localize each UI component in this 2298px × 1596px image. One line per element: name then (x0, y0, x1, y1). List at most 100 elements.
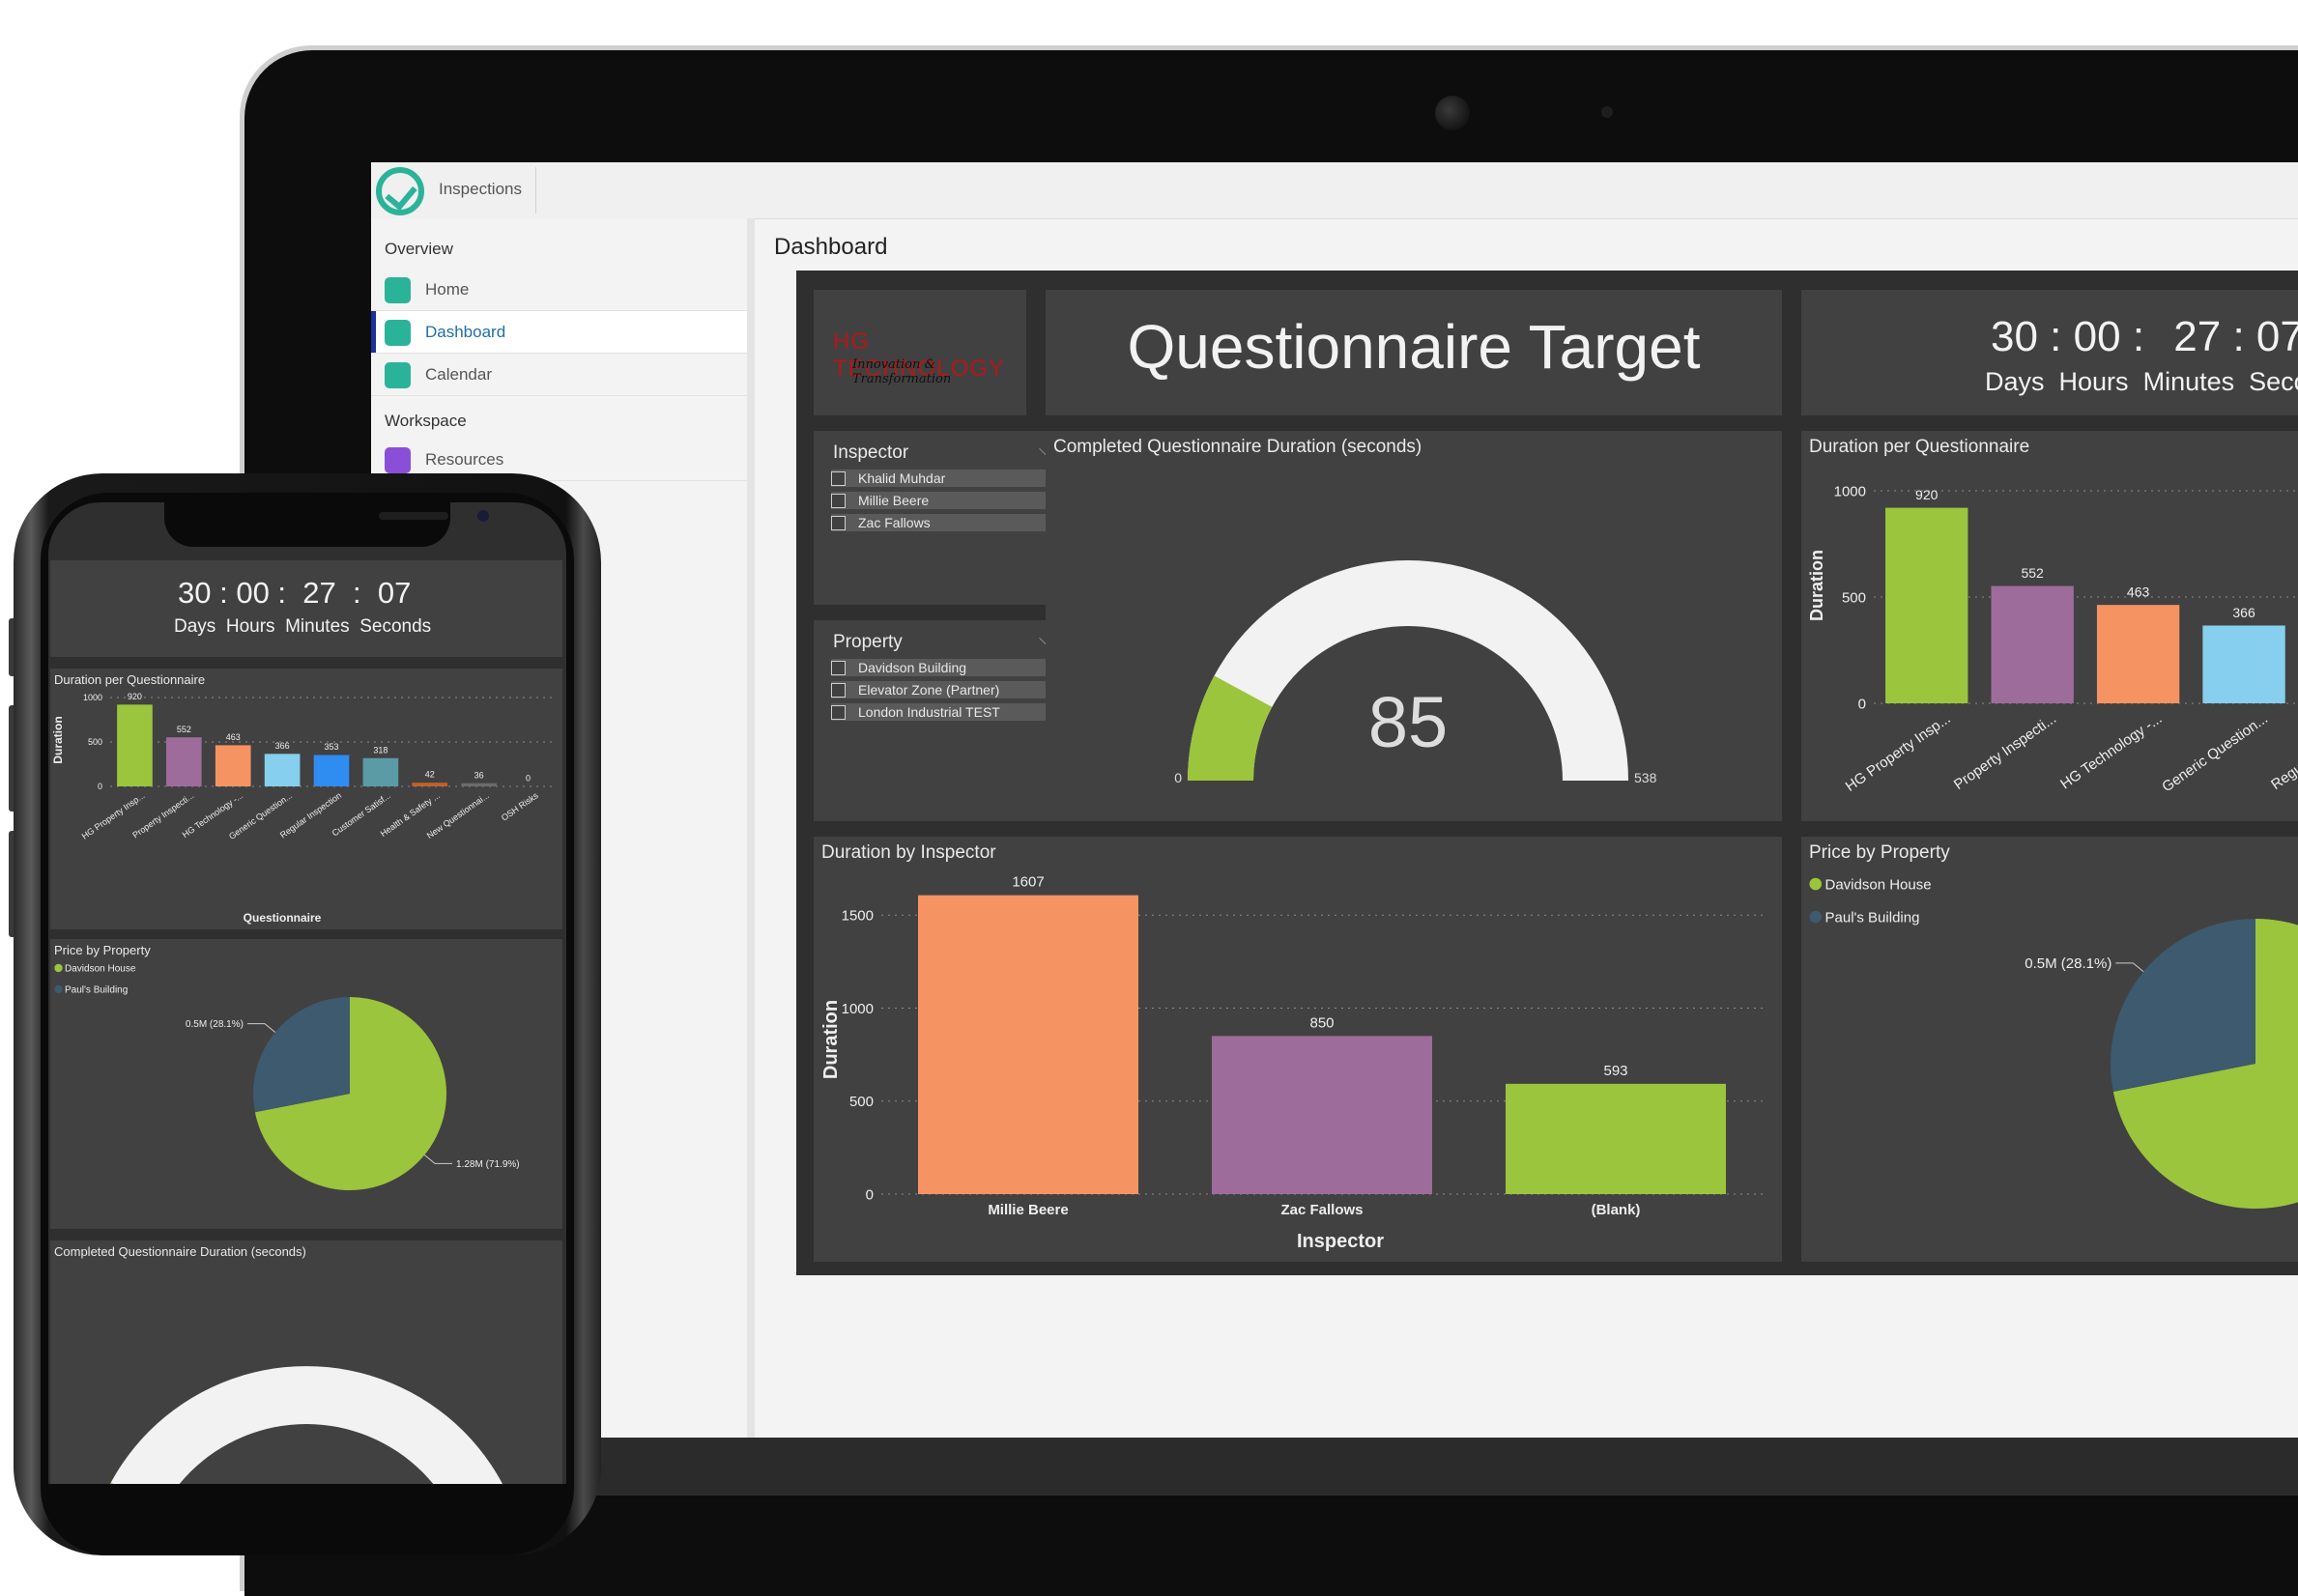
phone-volume-button (9, 705, 16, 812)
legend-marker (1809, 910, 1823, 924)
gauge-max-label: 538 (1634, 770, 1657, 785)
legend-marker (54, 984, 63, 994)
y-tick-label: 0 (866, 1186, 874, 1203)
price-by-property-title: Price by Property (1809, 842, 1950, 863)
tab-divider (535, 167, 536, 214)
bar (215, 745, 251, 786)
x-axis-title: Inspector (1297, 1231, 1384, 1252)
legend-label: Paul's Building (1825, 909, 1920, 926)
y-tick-label: 500 (1842, 589, 1866, 606)
slicer-option[interactable]: Elevator Zone (Partner) (831, 681, 1059, 698)
phone-price-by-property-card[interactable]: Price by Property 1.28M (71.9%) 0.5M (28.… (50, 939, 562, 1229)
phone-duration-per-questionnaire-card[interactable]: Duration per Questionnaire 0 500 1000 920 HG… (50, 669, 562, 929)
app-logo-icon[interactable] (376, 167, 424, 215)
company-logo-card: HG TECHNOLOGY Innovation & Transformatio… (814, 290, 1026, 415)
countdown-label-minutes: Minutes (2142, 367, 2235, 396)
sidebar-item-resources[interactable]: Resources (371, 439, 748, 481)
countdown-hours: 00 (236, 576, 270, 610)
countdown-days: 30 (1991, 313, 2038, 360)
home-icon (385, 277, 411, 303)
x-tick-label: Generic Question... (2159, 710, 2271, 795)
company-logo-tagline: Innovation & Transformation (852, 357, 952, 386)
sidebar-item-label: Dashboard (425, 323, 506, 341)
slicer-option[interactable]: Khalid Muhdar (831, 470, 1059, 487)
countdown-label-days: Days (1985, 367, 2045, 396)
gauge-track (109, 1366, 503, 1484)
bar (313, 755, 350, 786)
duration-by-inspector-card[interactable]: Duration by Inspector 0 500 1000 1500 1607 Mi… (814, 837, 1782, 1262)
y-tick-label: 500 (849, 1094, 874, 1110)
legend-marker (54, 963, 63, 973)
countdown-minutes: 27 (302, 576, 336, 610)
data-label: 1607 (1012, 874, 1044, 891)
bar (2202, 625, 2285, 703)
slicer-option[interactable]: London Industrial TEST (831, 703, 1059, 721)
data-label: 463 (226, 732, 241, 742)
leader-line (423, 1154, 453, 1164)
y-axis-title: Duration (1807, 550, 1826, 621)
bar (1991, 585, 2074, 703)
pie-slice (2111, 919, 2255, 1092)
countdown-label-minutes: Minutes (285, 616, 350, 637)
bar (1212, 1036, 1432, 1194)
y-tick-label: 1000 (1834, 483, 1866, 499)
sidebar-item-dashboard[interactable]: Dashboard (371, 311, 748, 354)
y-tick-label: 0 (98, 782, 102, 791)
sensor-icon (1601, 106, 1613, 118)
x-tick-label: (Blank) (1592, 1202, 1641, 1218)
bar (362, 757, 399, 786)
gauge-track (1188, 560, 1628, 781)
y-tick-label: 500 (88, 737, 102, 747)
gauge-title: Completed Questionnaire Duration (second… (1053, 437, 1422, 457)
legend-label: Davidson House (1825, 876, 1932, 893)
y-tick-label: 0 (1858, 696, 1866, 712)
data-label: 552 (2021, 565, 2044, 581)
data-label: 318 (373, 745, 388, 755)
y-tick-label: 1000 (83, 693, 102, 702)
phone-screen: 30 : 00 : 27 : 07 Days Hours Minutes Sec… (48, 502, 566, 1484)
data-label: 366 (275, 741, 290, 751)
x-tick-label: HG Technology -... (2057, 710, 2165, 792)
report-canvas: HG TECHNOLOGY Innovation & Transformatio… (796, 271, 2298, 1275)
phone-gauge-chart: 85 (109, 1366, 503, 1484)
x-tick-label: Zac Fallows (1280, 1202, 1363, 1218)
data-label: 463 (2127, 584, 2150, 600)
slicer-option[interactable]: Zac Fallows (831, 514, 1059, 531)
bar (166, 737, 202, 786)
data-label: 920 (1915, 487, 1939, 502)
price-by-property-card[interactable]: Price by Property 1.28M (71.9%)0.5M (28.… (1801, 837, 2298, 1262)
duration-by-inspector-title: Duration by Inspector (821, 842, 996, 863)
sidebar-section-workspace: Workspace (385, 412, 467, 430)
gauge-card[interactable]: Completed Questionnaire Duration (second… (1046, 431, 1782, 821)
y-tick-label: 1500 (842, 908, 874, 925)
pane-splitter[interactable] (747, 218, 755, 1438)
bar (264, 754, 301, 786)
countdown-label-seconds: Seconds (2249, 367, 2298, 396)
phone-notch (164, 502, 489, 547)
slicer-option[interactable]: Millie Beere (831, 492, 1059, 509)
phone-price-by-property-title: Price by Property (54, 943, 151, 957)
data-label: 0.5M (28.1%) (186, 1019, 244, 1030)
data-label: 42 (425, 770, 435, 780)
data-label: 366 (2232, 605, 2255, 620)
duration-per-questionnaire-card[interactable]: Duration per Questionnaire 0 500 1000 920 HG… (1801, 431, 2298, 821)
sidebar-item-label: Resources (425, 450, 504, 469)
x-tick-label: HG Property Insp... (1843, 710, 1954, 795)
leader-line (246, 1023, 276, 1033)
phone-duration-per-questionnaire-title: Duration per Questionnaire (54, 672, 206, 687)
phone-countdown-card: 30 : 00 : 27 : 07 Days Hours Minutes Sec… (50, 560, 562, 657)
slicer-option[interactable]: Davidson Building (831, 659, 1059, 676)
phone-gauge-card[interactable]: Completed Questionnaire Duration (second… (50, 1240, 562, 1484)
phone-countdown-labels: Days Hours Minutes Seconds (174, 616, 431, 638)
legend-label: Davidson House (65, 964, 136, 975)
sidebar-item-home[interactable]: Home (371, 269, 748, 311)
legend-marker (1809, 877, 1823, 891)
y-axis-title: Duration (51, 716, 65, 763)
app-tab-inspections[interactable]: Inspections (439, 180, 522, 198)
sidebar-item-calendar[interactable]: Calendar (371, 354, 748, 396)
bar (461, 783, 497, 786)
countdown-label-days: Days (174, 616, 216, 637)
property-slicer-title: Property (833, 632, 903, 652)
speaker-icon (379, 512, 448, 520)
